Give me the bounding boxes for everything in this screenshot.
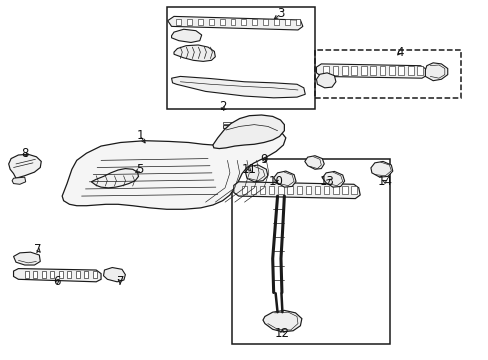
Text: 5: 5 (136, 163, 143, 176)
Polygon shape (304, 156, 324, 169)
Polygon shape (407, 66, 413, 75)
Polygon shape (198, 18, 203, 25)
Polygon shape (241, 186, 246, 194)
Bar (166, 7, 314, 109)
Text: 4: 4 (396, 46, 403, 59)
Polygon shape (295, 18, 300, 25)
Bar (223, 122, 235, 124)
Polygon shape (287, 186, 292, 194)
Bar (232, 158, 389, 344)
Polygon shape (9, 154, 41, 178)
Polygon shape (241, 18, 246, 25)
Polygon shape (273, 18, 278, 25)
Polygon shape (50, 271, 54, 278)
Polygon shape (62, 126, 285, 209)
Polygon shape (370, 161, 392, 177)
Text: 9: 9 (260, 153, 267, 166)
Polygon shape (167, 17, 302, 30)
Polygon shape (176, 18, 181, 25)
Text: 1: 1 (136, 129, 143, 142)
Polygon shape (268, 186, 274, 194)
Polygon shape (59, 271, 62, 278)
Polygon shape (332, 66, 338, 75)
Polygon shape (314, 186, 320, 194)
Polygon shape (259, 186, 264, 194)
Polygon shape (67, 271, 71, 278)
Text: 8: 8 (21, 147, 28, 160)
Polygon shape (91, 168, 138, 188)
Polygon shape (360, 66, 366, 75)
Polygon shape (14, 252, 40, 265)
Polygon shape (252, 18, 257, 25)
Bar (314, 50, 460, 98)
Polygon shape (296, 186, 301, 194)
Polygon shape (351, 186, 356, 194)
Text: 7: 7 (34, 243, 41, 256)
Polygon shape (351, 66, 357, 75)
Text: 11: 11 (242, 163, 256, 176)
Polygon shape (41, 271, 45, 278)
Polygon shape (233, 182, 360, 199)
Polygon shape (230, 18, 235, 25)
Polygon shape (219, 18, 224, 25)
Polygon shape (425, 63, 447, 81)
Polygon shape (212, 115, 284, 149)
Bar (223, 125, 235, 128)
Polygon shape (93, 271, 97, 278)
Polygon shape (398, 66, 404, 75)
Polygon shape (208, 18, 213, 25)
Text: 3: 3 (277, 8, 284, 21)
Polygon shape (305, 186, 310, 194)
Text: 14: 14 (377, 175, 392, 188)
Polygon shape (388, 66, 394, 75)
Text: 10: 10 (268, 175, 283, 188)
Polygon shape (273, 171, 295, 187)
Polygon shape (278, 186, 283, 194)
Polygon shape (84, 271, 88, 278)
Text: 12: 12 (274, 327, 289, 340)
Polygon shape (263, 18, 267, 25)
Polygon shape (379, 66, 385, 75)
Polygon shape (25, 271, 29, 278)
Polygon shape (284, 18, 289, 25)
Text: 6: 6 (54, 275, 61, 288)
Polygon shape (341, 66, 347, 75)
Polygon shape (323, 66, 328, 75)
Polygon shape (316, 64, 426, 78)
Polygon shape (316, 73, 335, 88)
Polygon shape (174, 45, 215, 62)
Text: 13: 13 (319, 175, 334, 188)
Polygon shape (14, 269, 101, 282)
Polygon shape (76, 271, 80, 278)
Polygon shape (103, 267, 125, 282)
Text: 2: 2 (219, 100, 226, 113)
Polygon shape (245, 165, 267, 182)
Polygon shape (171, 76, 305, 98)
Polygon shape (369, 66, 375, 75)
Polygon shape (332, 186, 338, 194)
Polygon shape (187, 18, 192, 25)
Polygon shape (171, 29, 201, 42)
Polygon shape (324, 186, 329, 194)
Polygon shape (33, 271, 37, 278)
Polygon shape (416, 66, 422, 75)
Polygon shape (322, 171, 344, 187)
Polygon shape (250, 186, 256, 194)
Polygon shape (342, 186, 347, 194)
Text: 7: 7 (117, 275, 124, 288)
Polygon shape (263, 310, 301, 332)
Polygon shape (12, 177, 26, 184)
